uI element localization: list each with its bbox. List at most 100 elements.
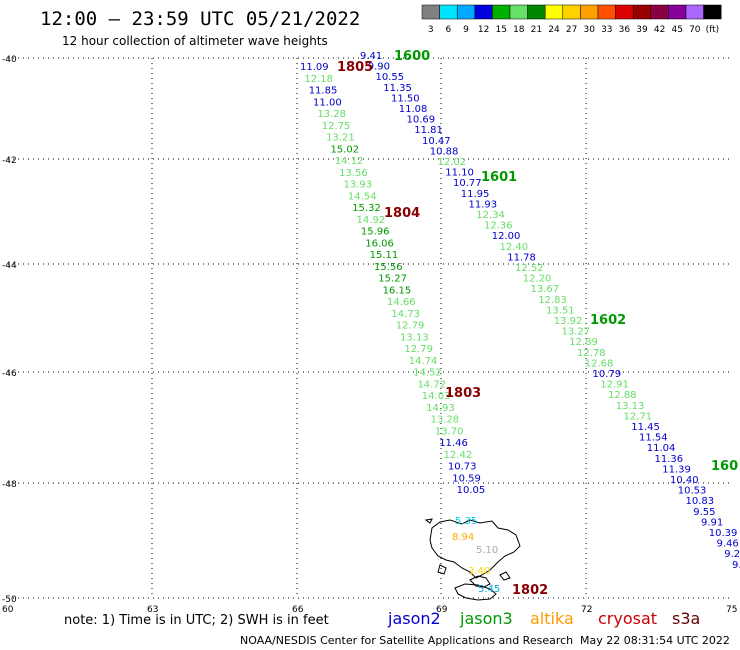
wave-height-value: 14.92	[357, 215, 386, 226]
wave-height-value: 3.40	[468, 566, 490, 577]
wave-track-east: 9.419.9010.5511.3511.5011.0810.6911.8110…	[360, 51, 740, 581]
time-label: 1802	[512, 583, 548, 598]
wave-height-value: 11.78	[507, 252, 536, 263]
scale-swatch	[650, 4, 669, 20]
wave-height-value: 9.24	[724, 549, 740, 560]
scale-label: 15	[495, 25, 506, 35]
wave-height-value: 11.85	[309, 86, 338, 97]
wave-height-value: 11.36	[655, 454, 684, 465]
scale-label: 39	[636, 25, 648, 35]
wave-height-value: 12.91	[600, 380, 629, 391]
wave-height-value: 9.91	[701, 517, 723, 528]
wave-track-west: 11.0912.1811.8511.0013.2812.7513.2115.02…	[300, 62, 500, 595]
wave-height-value: 13.51	[546, 305, 575, 316]
wave-height-value: 16.06	[365, 238, 394, 249]
wave-height-value: 12.89	[569, 337, 598, 348]
wave-height-value: 12.20	[523, 274, 552, 285]
satellite-cryosat-label: cryosat	[598, 609, 657, 628]
wave-height-value: 16.15	[383, 285, 412, 296]
wave-height-value: 13.92	[554, 316, 583, 327]
scale-swatch	[544, 4, 564, 20]
wave-height-value: 13.28	[431, 415, 460, 426]
scale-swatch	[492, 4, 511, 20]
time-labels: 1600 1805 1601 1804 1602 1803 1802 160	[337, 49, 738, 598]
wave-height-value: 15.96	[361, 227, 390, 238]
wave-height-value: 12.40	[500, 242, 529, 253]
wave-height-value: 11.54	[639, 433, 668, 444]
wave-height-value: 14.54	[348, 191, 377, 202]
time-label: 1601	[481, 170, 517, 185]
wave-height-value: 11.09	[300, 62, 329, 73]
longitude-label: 66	[292, 605, 304, 615]
scale-swatch	[685, 4, 704, 20]
latitude-label: -40	[2, 55, 17, 65]
wave-height-value: 11.45	[631, 422, 660, 433]
footer-note: note: 1) Time is in UTC; 2) SWH is in fe…	[64, 613, 329, 628]
latitude-label: -46	[2, 369, 17, 379]
wave-height-value: 12.79	[396, 321, 425, 332]
latitude-label: -44	[2, 261, 17, 271]
wave-height-value: 10.59	[452, 473, 481, 484]
scale-label: 36	[619, 25, 631, 35]
wave-height-value: 14.52	[413, 368, 442, 379]
wave-height-value: 12.34	[476, 210, 505, 221]
wave-height-value: 11.39	[662, 464, 691, 475]
wave-height-value: 9.47	[732, 560, 740, 571]
scale-label: 70	[689, 25, 701, 35]
wave-height-value: 10.73	[448, 462, 477, 473]
scale-swatch	[509, 4, 528, 20]
scale-swatch	[474, 4, 493, 20]
wave-height-value: 12.02	[438, 157, 467, 168]
scale-label: 21	[531, 25, 542, 35]
wave-height-value: 15.11	[370, 250, 399, 261]
wave-height-value: 5.10	[476, 545, 498, 556]
scale-swatch	[527, 4, 546, 20]
wave-height-value: 10.55	[376, 72, 405, 83]
scale-swatch	[632, 4, 652, 20]
scale-swatch	[615, 4, 634, 20]
wave-height-value: 11.93	[469, 199, 498, 210]
wave-height-value: 10.53	[678, 486, 707, 497]
scale-label: 9	[463, 25, 469, 35]
wave-height-value: 12.68	[585, 358, 614, 369]
wave-height-value: 10.47	[422, 136, 451, 147]
time-label: 1602	[590, 313, 626, 328]
wave-height-value: 12.83	[538, 295, 567, 306]
wave-height-value: 9.46	[717, 539, 739, 550]
scale-swatch	[703, 4, 722, 20]
wave-height-value: 11.10	[445, 168, 474, 179]
wave-height-value: 12.71	[624, 411, 653, 422]
wave-height-value: 11.81	[414, 125, 443, 136]
scale-label: (ft)	[706, 25, 720, 35]
wave-height-value: 14.03	[422, 391, 451, 402]
wave-height-value: 15.02	[330, 144, 359, 155]
wave-height-value: 10.88	[430, 146, 459, 157]
wave-height-value: 11.08	[399, 104, 428, 115]
satellite-jason3-label: jason3	[459, 609, 513, 628]
wave-height-value: 10.39	[709, 528, 738, 539]
scale-label: 3	[428, 25, 434, 35]
scale-label: 18	[513, 25, 525, 35]
scale-label: 6	[446, 25, 452, 35]
satellite-altika-label: altika	[530, 609, 574, 628]
wave-height-value: 15.32	[352, 203, 381, 214]
time-label: 1805	[337, 60, 373, 75]
wave-height-color-scale: 3 6 9 12 15 18 21 24 27 30 33 36 39 42 45 70 (ft)	[421, 4, 722, 35]
wave-height-value: 10.69	[407, 115, 436, 126]
wave-height-value: 10.05	[457, 485, 486, 496]
time-label: 1600	[394, 49, 430, 64]
wave-height-value: 12.75	[322, 121, 351, 132]
wave-height-value: 8.94	[452, 532, 474, 543]
longitude-label: 60	[2, 605, 14, 615]
wave-height-value: 14.72	[417, 379, 446, 390]
time-label: 1804	[384, 206, 420, 221]
wave-height-value: 9.90	[368, 62, 390, 73]
wave-height-value: 13.13	[616, 401, 645, 412]
satellite-legend: jason2 jason3 altika cryosat s3a	[387, 609, 700, 628]
wave-height-value: 13.56	[339, 168, 368, 179]
time-label: 1803	[445, 386, 481, 401]
wave-height-value: 13.27	[562, 327, 591, 338]
satellite-s3a-label: s3a	[672, 609, 700, 628]
wave-height-value: 13.13	[400, 332, 429, 343]
